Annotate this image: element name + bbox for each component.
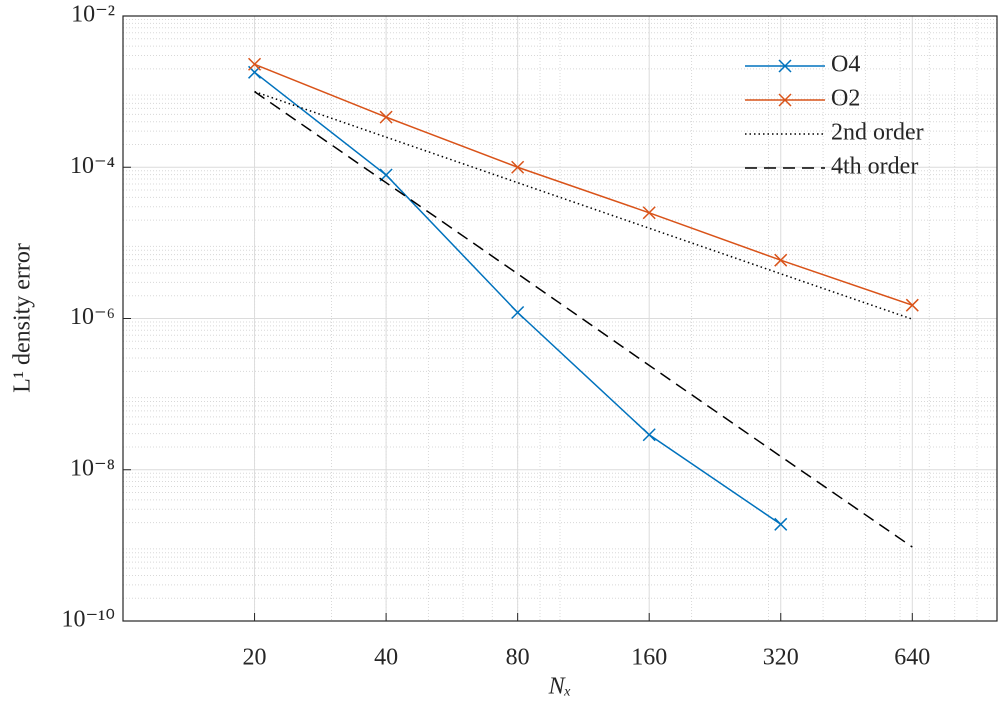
y-tick-label: 10⁻² <box>71 2 115 28</box>
marker <box>642 206 656 220</box>
marker <box>379 110 393 124</box>
legend-label: O4 <box>831 52 860 78</box>
legend-label: 2nd order <box>831 120 924 146</box>
x-tick-label: 40 <box>374 645 398 671</box>
y-tick-label: 10⁻⁴ <box>70 153 115 179</box>
marker <box>511 160 525 174</box>
series-line <box>254 91 913 548</box>
y-tick-label: 10⁻⁸ <box>70 455 115 481</box>
series-line <box>254 90 913 320</box>
marker <box>248 57 262 71</box>
plot-frame <box>122 15 998 622</box>
x-tick-label: 80 <box>506 645 530 671</box>
series-line <box>254 63 913 306</box>
marker <box>774 517 788 531</box>
legend-marker <box>778 59 792 73</box>
x-tick-label: 160 <box>631 645 667 671</box>
y-axis-label: L¹ density error <box>10 243 36 393</box>
legend-marker <box>778 93 792 107</box>
y-tick-label: 10⁻⁶ <box>70 304 115 330</box>
legend-label: 4th order <box>831 154 918 180</box>
x-tick-label: 640 <box>894 645 930 671</box>
marker <box>379 168 393 182</box>
x-axis-label: Nₓ <box>548 674 572 700</box>
marker <box>642 428 656 442</box>
marker <box>774 253 788 267</box>
x-tick-label: 320 <box>763 645 799 671</box>
marker <box>905 298 919 312</box>
y-tick-label: 10⁻¹⁰ <box>62 607 115 633</box>
marker <box>511 305 525 320</box>
legend-label: O2 <box>831 86 860 112</box>
x-tick-label: 20 <box>243 645 267 671</box>
